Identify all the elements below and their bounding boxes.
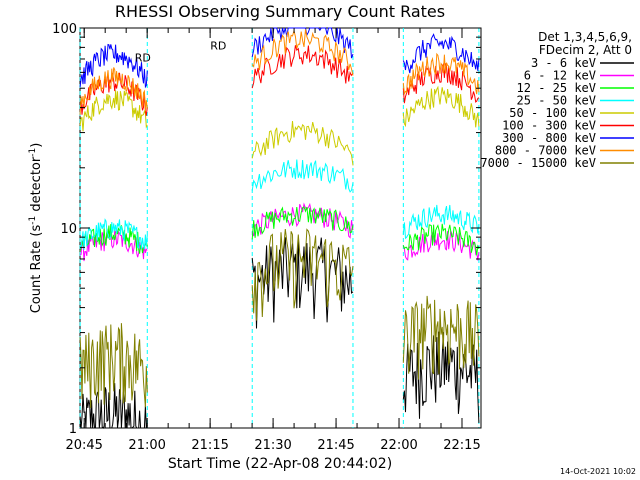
legend-label: 12 - 25 keV [517,81,596,95]
legend-label: 6 - 12 keV [524,69,596,83]
x-tick-label: 21:30 [254,438,291,453]
plot-area: RD RD 1 10 100 20:45 21:00 21:15 21:30 21:45 22:… [52,22,482,453]
legend-label: 50 - 100 keV [509,106,596,120]
legend-label: 300 - 800 keV [502,131,596,145]
x-tick-label: 21:00 [128,438,165,453]
series-line [79,45,480,116]
series-layer [79,27,480,429]
x-tick-label: 21:15 [191,438,228,453]
footer-date: 14-Oct-2021 10:02 [560,467,636,476]
y-tick-label: 100 [52,22,77,37]
annotation-label: RD [210,40,226,53]
chart-title: RHESSI Observing Summary Count Rates [115,2,445,21]
series-line [79,29,480,115]
legend-label: 800 - 7000 keV [495,144,596,158]
x-tick-label: 22:15 [443,438,480,453]
y-tick-label: 10 [60,222,77,237]
legend-label: 25 - 50 keV [517,94,596,108]
x-ticks: 20:45 21:00 21:15 21:30 21:45 22:00 22:15 [65,28,481,453]
legend-label: 7000 - 15000 keV [480,156,596,170]
y-label-sup1: -1 [28,216,38,225]
annotation-layer: RD RD [135,40,227,65]
y-tick-label: 1 [69,422,77,437]
y-label-mid: detector [29,156,44,216]
x-tick-label: 22:00 [380,438,417,453]
x-tick-label: 21:45 [317,438,354,453]
annotation-label: RD [135,51,151,64]
series-line [79,228,480,409]
y-axis-label: Count Rate (s-1 detector-1) [28,143,44,314]
legend-label: 100 - 300 keV [502,119,596,133]
legend-label: 3 - 6 keV [531,56,596,70]
legend: Det 1,3,4,5,6,9, FDecim 2, Att 0 3 - 6 k… [480,30,634,170]
legend-header-line1: Det 1,3,4,5,6,9, [538,30,632,44]
y-ticks: 1 10 100 [52,22,481,437]
x-tick-label: 20:45 [65,438,102,453]
x-axis-label: Start Time (22-Apr-08 20:44:02) [168,456,392,472]
series-line [79,85,480,166]
legend-header-line2: FDecim 2, Att 0 [539,43,632,57]
y-label-end: ) [29,143,44,148]
y-label-main: Count Rate (s [29,225,44,314]
y-label-sup2: -1 [28,148,38,157]
series-line [79,159,480,250]
